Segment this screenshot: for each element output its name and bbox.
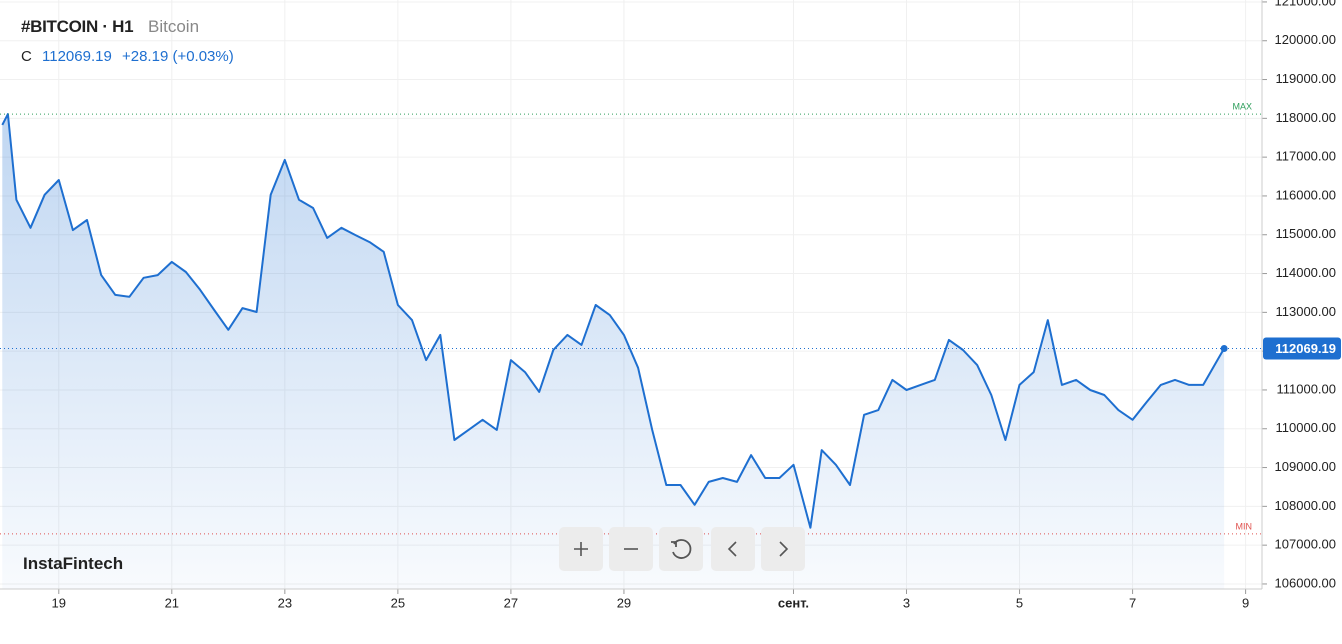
left-icon — [727, 541, 737, 557]
y-tick-label: 114000.00 — [1276, 265, 1337, 280]
close-value: 112069.19 — [42, 48, 112, 65]
symbol: #BITCOIN · H1 — [21, 17, 134, 36]
minus-icon — [624, 548, 638, 550]
x-tick-label: 3 — [903, 595, 910, 610]
zoom-out-button[interactable] — [609, 527, 653, 571]
ref-label: MIN — [1236, 521, 1253, 531]
x-tick-label: 21 — [165, 595, 179, 610]
last-price-box — [1263, 337, 1341, 360]
x-tick-label: 7 — [1129, 595, 1136, 610]
ref-label: MAX — [1232, 101, 1252, 111]
scroll-right-button[interactable] — [761, 527, 805, 571]
y-tick-label: 120000.00 — [1275, 32, 1336, 47]
y-tick-label: 116000.00 — [1276, 187, 1337, 202]
y-tick-label: 117000.00 — [1276, 149, 1337, 164]
area — [2, 114, 1225, 589]
zoom-in-button[interactable] — [559, 527, 603, 571]
y-tick-label: 106000.00 — [1275, 575, 1336, 590]
y-tick-label: 119000.00 — [1276, 71, 1337, 86]
y-tick-label: 118000.00 — [1276, 110, 1337, 125]
y-tick-label: 111000.00 — [1276, 381, 1336, 396]
close-label: C — [21, 48, 32, 65]
change: +28.19 (+0.03%) — [121, 48, 234, 65]
x-tick-label: 27 — [504, 595, 518, 610]
x-tick-label: 5 — [1016, 595, 1023, 610]
reset-icon — [671, 539, 692, 559]
right-icon — [779, 541, 789, 557]
last-price-label: 112069.19 — [1275, 341, 1336, 356]
y-tick-label: 107000.00 — [1275, 537, 1336, 552]
watermark: InstaFintech — [23, 554, 124, 573]
price-line — [1, 113, 1225, 529]
instrument-name: Bitcoin — [148, 17, 200, 36]
x-tick-label: 25 — [391, 595, 405, 610]
x-tick-label: 9 — [1242, 595, 1249, 610]
y-tick-label: 110000.00 — [1276, 420, 1337, 435]
title-row: #BITCOIN · H1 Bitcoin — [21, 17, 199, 37]
y-tick-label: 115000.00 — [1276, 226, 1337, 241]
plus-icon — [574, 542, 588, 556]
x-tick-label: сент. — [778, 595, 809, 610]
y-tick-label: 121000.00 — [1275, 0, 1336, 8]
x-tick-label: 23 — [278, 595, 292, 610]
y-tick-label: 108000.00 — [1275, 498, 1336, 513]
x-tick-label: 19 — [52, 595, 66, 610]
quote-row: C 112069.19 +28.19 (+0.03%) — [21, 48, 234, 65]
last-point — [1220, 344, 1228, 352]
y-tick-label: 109000.00 — [1275, 459, 1336, 474]
y-tick-label: 113000.00 — [1276, 304, 1337, 319]
scroll-left-button[interactable] — [711, 527, 755, 571]
reset-button[interactable] — [659, 527, 703, 571]
x-tick-label: 29 — [617, 595, 631, 610]
